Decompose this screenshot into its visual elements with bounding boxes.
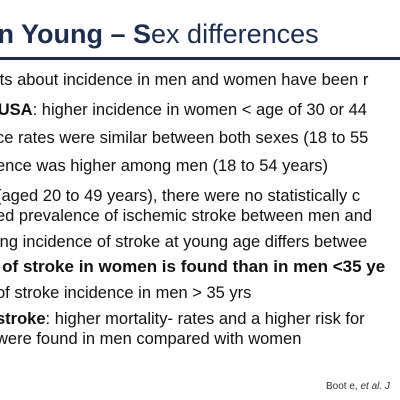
text-line-11: were found in men compared with women [0, 329, 301, 349]
text-line-2-post: : higher incidence in women < age of 30 … [32, 101, 367, 119]
title-part-bold: in Young [0, 19, 103, 49]
text-line-7: ing incidence of stroke at young age dif… [0, 232, 367, 252]
text-line-1-content: lts about incidence in men and women hav… [0, 71, 369, 89]
text-line-1: lts about incidence in men and women hav… [0, 70, 368, 90]
text-line-5-content: (aged 20 to 49 years), there were no sta… [0, 187, 361, 205]
text-line-11-content: were found in men compared with women [0, 330, 302, 348]
text-line-6-content: ed prevalence of ischemic stroke between… [0, 207, 373, 225]
title-letter-s: S [133, 19, 152, 49]
text-line-5: (aged 20 to 49 years), there were no sta… [0, 186, 360, 206]
text-line-8-bold: e of stroke in women is found than in me… [0, 257, 386, 276]
text-line-2: e USA: higher incidence in women < age o… [0, 100, 367, 120]
slide-title: in Young – Sex differences [0, 18, 319, 50]
text-line-9: of stroke incidence in men > 35 yrs [0, 283, 251, 303]
text-line-2-bold: USA [0, 101, 33, 119]
title-part-regular: ex differences [151, 19, 319, 49]
text-line-9-content: of stroke incidence in men > 35 yrs [0, 284, 252, 302]
text-line-4-content: ence was higher among men (18 to 54 year… [0, 157, 329, 175]
title-dash: – [102, 19, 134, 49]
text-line-10: stroke: higher mortality- rates and a hi… [0, 309, 365, 329]
text-line-10-post: : higher mortality- rates and a higher r… [45, 310, 365, 328]
citation-author: Boot e, [326, 381, 361, 392]
citation: Boot e, et al. J [326, 381, 390, 393]
text-line-4: ence was higher among men (18 to 54 year… [0, 156, 328, 176]
text-line-3: ce rates were similar between both sexes… [0, 128, 368, 148]
text-line-8: e of stroke in women is found than in me… [0, 257, 385, 277]
citation-etal: et al. J [360, 381, 390, 392]
text-line-3-content: ce rates were similar between both sexes… [0, 129, 369, 147]
text-line-6: ed prevalence of ischemic stroke between… [0, 206, 372, 226]
text-line-10-bold: stroke [0, 310, 46, 328]
text-line-7-content: ing incidence of stroke at young age dif… [0, 233, 368, 251]
title-underline [0, 57, 400, 60]
